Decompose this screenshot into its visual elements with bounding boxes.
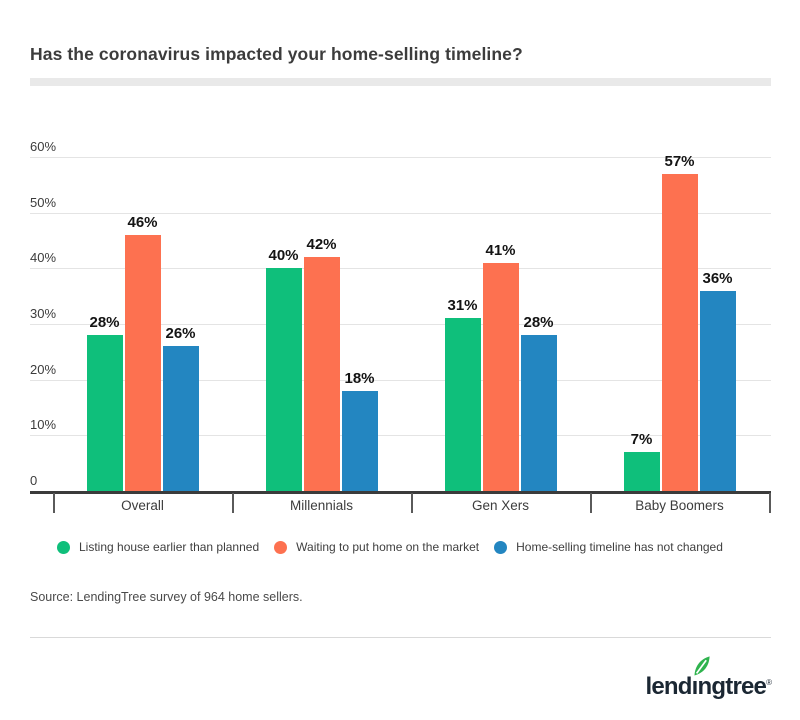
registered-mark: ® bbox=[766, 678, 772, 687]
bar-value-label: 46% bbox=[127, 213, 158, 231]
bar bbox=[699, 290, 736, 491]
bar-value-label: 42% bbox=[306, 236, 337, 254]
bar-value-label: 40% bbox=[268, 247, 299, 265]
gridline bbox=[30, 324, 771, 325]
axis-tick bbox=[590, 493, 592, 513]
logo-wordmark: lendıngtree® bbox=[645, 673, 772, 700]
bar-value-label: 31% bbox=[447, 297, 478, 315]
legend-dot-green-icon bbox=[57, 540, 70, 554]
category-label: Overall bbox=[121, 498, 164, 513]
title-divider bbox=[30, 78, 771, 86]
bar-value-label: 57% bbox=[664, 152, 695, 170]
bar-value-label: 18% bbox=[344, 369, 375, 387]
axis-tick bbox=[411, 493, 413, 513]
gridline bbox=[30, 435, 771, 437]
source-note: Source: LendingTree survey of 964 home s… bbox=[30, 590, 303, 604]
axis-tick bbox=[232, 493, 234, 513]
y-axis-label: 0 bbox=[30, 473, 38, 488]
gridline bbox=[30, 268, 771, 270]
y-axis-label: 10% bbox=[30, 417, 57, 433]
legend-label: Home-selling timeline has not changed bbox=[516, 540, 723, 554]
bar bbox=[86, 335, 123, 491]
footer-divider bbox=[30, 637, 771, 638]
bar-value-label: 7% bbox=[630, 431, 653, 449]
legend-item: Listing house earlier than planned bbox=[57, 540, 259, 554]
category-label: Millennials bbox=[289, 498, 354, 513]
y-axis-label: 20% bbox=[30, 361, 57, 377]
bar-value-label: 28% bbox=[89, 314, 120, 332]
plot-area: 0 10% 20% 30% 40% 50% 60% 28% 46% 26% Overall 40% 42… bbox=[30, 135, 771, 525]
bar bbox=[124, 234, 161, 491]
bar-value-label: 41% bbox=[485, 241, 516, 259]
legend-item: Waiting to put home on the market bbox=[274, 540, 479, 554]
bar-value-label: 28% bbox=[523, 314, 554, 332]
axis-tick bbox=[53, 493, 55, 513]
legend-dot-blue-icon bbox=[494, 540, 508, 554]
bar bbox=[623, 452, 660, 491]
category-label: Baby Boomers bbox=[635, 498, 724, 513]
bar bbox=[162, 346, 199, 491]
bar-value-label: 26% bbox=[165, 325, 196, 343]
bar bbox=[341, 390, 378, 491]
leaf-icon bbox=[692, 655, 711, 681]
bar bbox=[661, 173, 698, 491]
legend-item: Home-selling timeline has not changed bbox=[494, 540, 723, 554]
lendingtree-logo: lendıngtree® bbox=[646, 655, 772, 701]
bar bbox=[520, 335, 557, 491]
gridline bbox=[30, 212, 771, 214]
legend-label: Waiting to put home on the market bbox=[296, 540, 480, 554]
gridline bbox=[30, 379, 771, 381]
y-axis-label: 50% bbox=[30, 194, 57, 210]
y-axis-label: 30% bbox=[30, 306, 57, 321]
bar-chart: 0 10% 20% 30% 40% 50% 60% 28% 46% 26% Overall 40% 42… bbox=[30, 135, 771, 525]
gridline bbox=[30, 157, 771, 158]
legend: Listing house earlier than planned Waiti… bbox=[57, 540, 723, 554]
chart-title: Has the coronavirus impacted your home-s… bbox=[30, 44, 523, 64]
legend-dot-orange-icon bbox=[274, 540, 288, 554]
y-axis-label: 40% bbox=[30, 250, 57, 266]
bar bbox=[482, 262, 519, 491]
bar bbox=[444, 318, 481, 491]
legend-label: Listing house earlier than planned bbox=[79, 540, 260, 554]
bar bbox=[265, 268, 302, 491]
x-axis-line bbox=[30, 491, 771, 494]
category-label: Gen Xers bbox=[471, 498, 530, 513]
axis-tick bbox=[769, 493, 771, 513]
bar-value-label: 36% bbox=[702, 269, 733, 287]
y-axis-label: 60% bbox=[30, 139, 57, 154]
bar bbox=[303, 257, 340, 491]
